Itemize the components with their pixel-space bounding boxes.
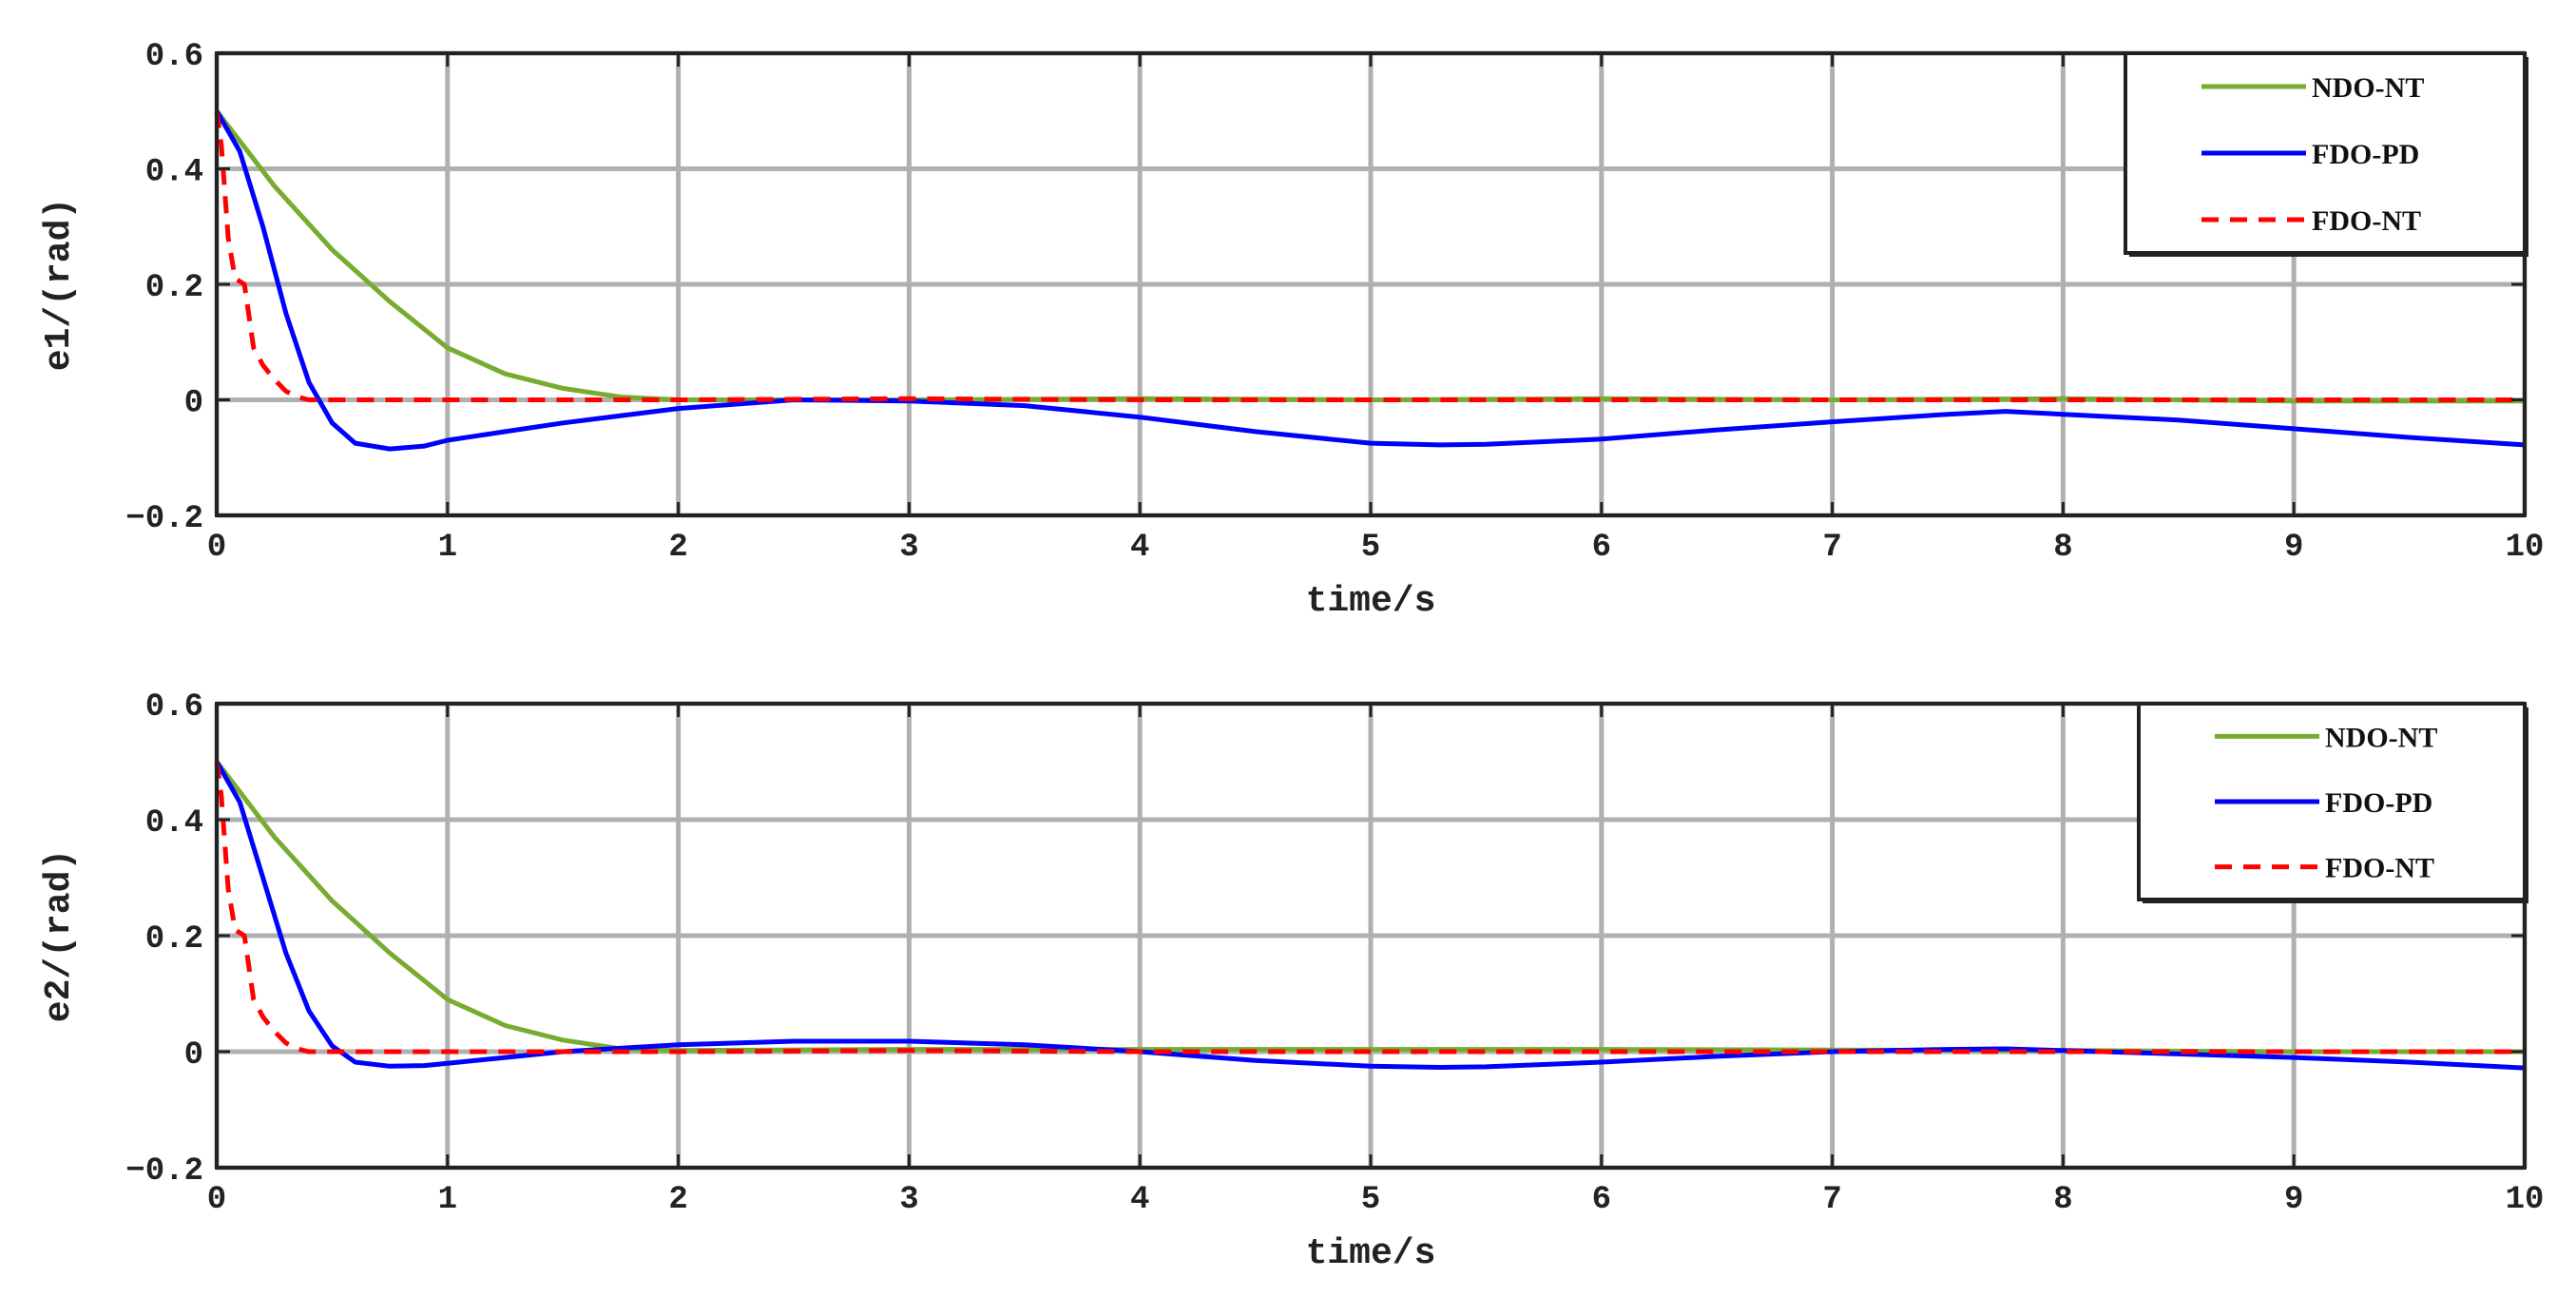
legend: NDO-NT FDO-PD FDO-NT xyxy=(2137,702,2528,903)
legend-label: NDO-NT xyxy=(2325,722,2437,753)
legend-label: FDO-NT xyxy=(2312,205,2421,237)
x-axis-label: time/s xyxy=(1306,581,1436,622)
x-tick-label: 7 xyxy=(1822,1182,1841,1218)
x-axis-label: time/s xyxy=(1306,1233,1436,1274)
x-tick-label: 8 xyxy=(2053,1182,2072,1218)
x-tick-label: 5 xyxy=(1361,530,1380,566)
x-tick-label: 8 xyxy=(2053,530,2072,566)
x-tick-label: 9 xyxy=(2284,1182,2303,1218)
y-axis-label: e1/(rad) xyxy=(39,198,80,371)
legend-label: FDO-NT xyxy=(2325,853,2434,884)
x-tick-label: 1 xyxy=(438,1182,457,1218)
legend-label: FDO-PD xyxy=(2325,787,2432,819)
series-line-fdo-pd xyxy=(214,760,2526,1071)
x-tick-label: 3 xyxy=(899,530,918,566)
x-tick-label: 4 xyxy=(1130,530,1149,566)
x-tick-label: 0 xyxy=(207,530,226,566)
y-tick-label: 0 xyxy=(184,386,203,422)
legend-label: FDO-PD xyxy=(2312,139,2419,170)
x-tick-label: 7 xyxy=(1822,530,1841,566)
x-tick-label: 10 xyxy=(2506,1182,2545,1218)
x-tick-label: 10 xyxy=(2506,530,2545,566)
y-tick-label: 0.2 xyxy=(145,270,203,306)
x-tick-label: 0 xyxy=(207,1182,226,1218)
y-tick-label: 0.6 xyxy=(145,689,203,726)
series-line-fdo-nt xyxy=(214,761,2525,1055)
series-line-fdo-nt xyxy=(214,110,2525,402)
y-tick-label: 0.4 xyxy=(145,805,203,842)
series-line-fdo-pd xyxy=(214,109,2526,452)
x-tick-label: 9 xyxy=(2284,530,2303,566)
y-tick-label: 0.2 xyxy=(145,921,203,958)
x-tick-label: 2 xyxy=(668,1182,687,1218)
x-tick-label: 1 xyxy=(438,530,457,566)
y-tick-label: 0 xyxy=(184,1037,203,1074)
y-axis-label: e2/(rad) xyxy=(39,849,80,1022)
subplot-1: 0 1 2 3 4 5 6 7 8 9 10−0.200.20.40.6time/se1/(rad)… xyxy=(39,39,2544,622)
subplot-2: 0 1 2 3 4 5 6 7 8 9 10−0.200.20.40.6time/se2/(rad)… xyxy=(39,689,2544,1274)
legend-box xyxy=(2137,702,2527,901)
x-tick-label: 4 xyxy=(1130,1182,1149,1218)
x-tick-label: 2 xyxy=(668,530,687,566)
legend-box xyxy=(2124,51,2527,255)
y-tick-label: −0.2 xyxy=(125,1153,203,1190)
x-tick-label: 6 xyxy=(1592,1182,1611,1218)
x-tick-label: 5 xyxy=(1361,1182,1380,1218)
legend-label: NDO-NT xyxy=(2312,72,2424,104)
y-tick-label: 0.6 xyxy=(145,39,203,75)
y-tick-label: −0.2 xyxy=(125,501,203,537)
y-tick-label: 0.4 xyxy=(145,155,203,191)
legend: NDO-NT FDO-PD FDO-NT xyxy=(2124,51,2528,257)
x-tick-label: 6 xyxy=(1592,530,1611,566)
x-tick-label: 3 xyxy=(899,1182,918,1218)
